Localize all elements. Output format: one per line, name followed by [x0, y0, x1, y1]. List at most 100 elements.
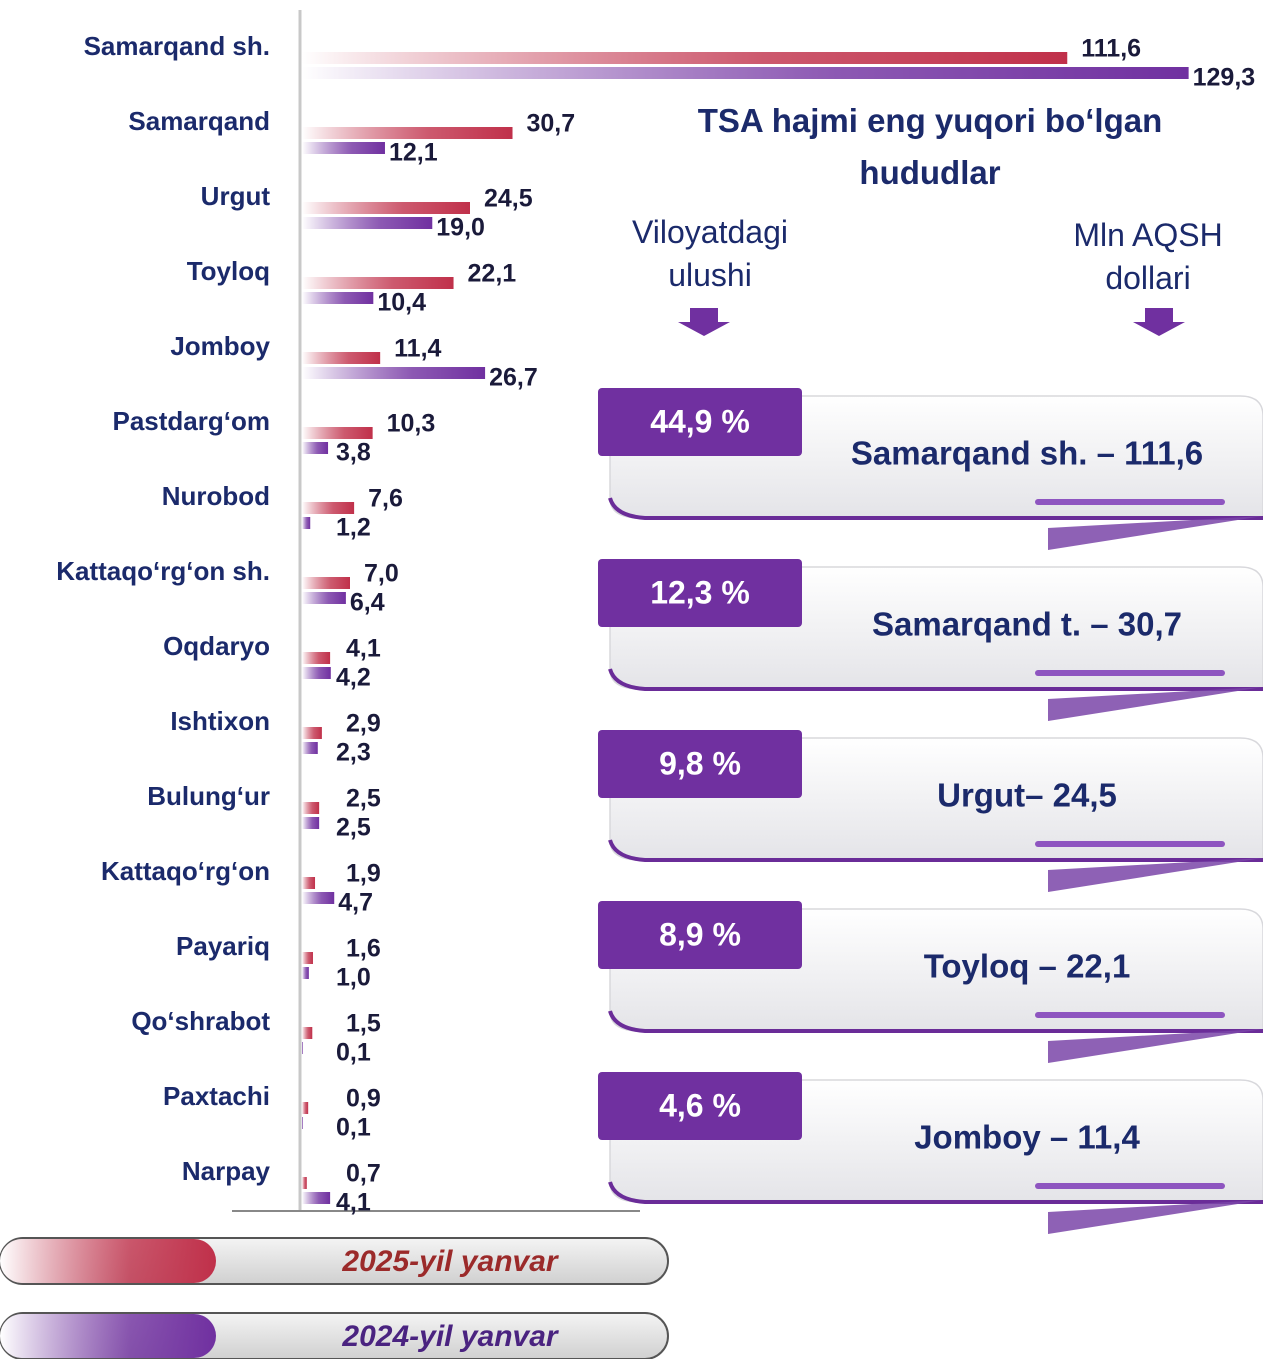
value-label: 0,7 — [346, 1160, 381, 1188]
category-label: Nurobod — [162, 481, 270, 511]
value-label: 10,3 — [387, 410, 436, 438]
category-label: Paxtachi — [163, 1081, 270, 1111]
value-label: 24,5 — [484, 185, 533, 213]
share-label: 9,8 % — [659, 745, 741, 781]
card-edge — [608, 668, 1263, 691]
value-label: 2,3 — [336, 739, 371, 767]
value-label: 4,7 — [338, 889, 373, 917]
category-label: Samarqand — [128, 106, 270, 136]
value-label: 129,3 — [1193, 64, 1256, 92]
bar — [302, 367, 486, 379]
card-tail — [1048, 516, 1263, 550]
card-label: Toyloq – 22,1 — [924, 948, 1131, 985]
arrow — [1133, 308, 1185, 336]
bar — [302, 1027, 313, 1039]
value-label: 1,6 — [346, 935, 381, 963]
card-label: Jomboy – 11,4 — [914, 1119, 1140, 1156]
value-label: 4,2 — [336, 664, 371, 692]
value-label: 30,7 — [527, 110, 576, 138]
bar — [302, 427, 373, 439]
bar — [302, 1042, 303, 1054]
bar — [302, 67, 1189, 79]
bar — [302, 577, 350, 589]
value-label: 19,0 — [436, 214, 485, 242]
value-label: 7,6 — [368, 485, 403, 513]
share-label: 8,9 % — [659, 916, 741, 952]
share-label: 12,3 % — [650, 574, 750, 610]
value-label: 1,0 — [336, 964, 371, 992]
bar — [302, 892, 335, 904]
card-edge — [608, 497, 1263, 520]
bar — [302, 742, 318, 754]
value-label: 6,4 — [350, 589, 385, 617]
share-tab — [598, 730, 802, 798]
bar — [302, 142, 385, 154]
bar — [302, 127, 513, 139]
card-edge — [608, 1181, 1263, 1204]
bar — [302, 802, 320, 814]
bar — [302, 52, 1068, 64]
value-label: 2,5 — [336, 814, 371, 842]
value-label: 22,1 — [468, 260, 517, 288]
value-label: 2,9 — [346, 710, 381, 738]
category-label: Oqdaryo — [163, 631, 270, 661]
card-tail — [1048, 858, 1263, 892]
value-label: 0,1 — [336, 1039, 371, 1067]
bar — [302, 352, 381, 364]
bar — [302, 292, 374, 304]
category-label: Samarqand sh. — [84, 31, 270, 61]
chart-title: TSA hajmi eng yuqori bo‘lgan hududlar — [698, 102, 1162, 191]
arrow — [678, 308, 730, 336]
category-label: Urgut — [201, 181, 271, 211]
bar — [302, 202, 470, 214]
bar — [302, 652, 331, 664]
bar — [302, 667, 331, 679]
bar — [302, 952, 313, 964]
bar — [302, 502, 355, 514]
bar — [302, 277, 454, 289]
value-label: 1,9 — [346, 860, 381, 888]
category-label: Ishtixon — [170, 706, 270, 736]
share-tab — [598, 1072, 802, 1140]
value-label: 10,4 — [377, 289, 426, 317]
legend-swatch — [0, 1239, 216, 1283]
legend-label: 2024-yil yanvar — [341, 1320, 559, 1353]
value-label: 111,6 — [1081, 35, 1141, 63]
category-label: Pastdarg‘om — [113, 406, 271, 436]
bar — [302, 442, 329, 454]
share-label: 44,9 % — [650, 403, 750, 439]
card-label: Samarqand t. – 30,7 — [872, 606, 1182, 643]
value-label: 1,5 — [346, 1010, 381, 1038]
bar — [302, 517, 311, 529]
card-tail — [1048, 1200, 1263, 1234]
category-label: Jomboy — [170, 331, 270, 361]
share-tab — [598, 388, 802, 456]
value-label: 4,1 — [346, 635, 381, 663]
category-label: Narpay — [182, 1156, 271, 1186]
bar — [302, 877, 316, 889]
legend-swatch — [0, 1314, 216, 1358]
category-label: Payariq — [176, 931, 270, 961]
column-header: Mln AQSH dollari — [1073, 217, 1222, 296]
value-label: 1,2 — [336, 514, 371, 542]
value-label: 26,7 — [489, 364, 538, 392]
bar — [302, 967, 309, 979]
bar — [302, 592, 346, 604]
bar — [302, 727, 322, 739]
category-label: Qo‘shrabot — [131, 1006, 270, 1036]
card-tail — [1048, 687, 1263, 721]
card-label: Samarqand sh. – 111,6 — [851, 435, 1203, 472]
card-edge — [608, 839, 1263, 862]
bar — [302, 1102, 309, 1114]
share-label: 4,6 % — [659, 1087, 741, 1123]
bar — [302, 817, 320, 829]
category-label: Kattaqo‘rg‘on sh. — [56, 556, 270, 586]
value-label: 12,1 — [389, 139, 438, 167]
card-edge — [608, 1010, 1263, 1033]
value-label: 2,5 — [346, 785, 381, 813]
share-tab — [598, 559, 802, 627]
bar — [302, 1117, 303, 1129]
share-tab — [598, 901, 802, 969]
bar — [302, 217, 433, 229]
